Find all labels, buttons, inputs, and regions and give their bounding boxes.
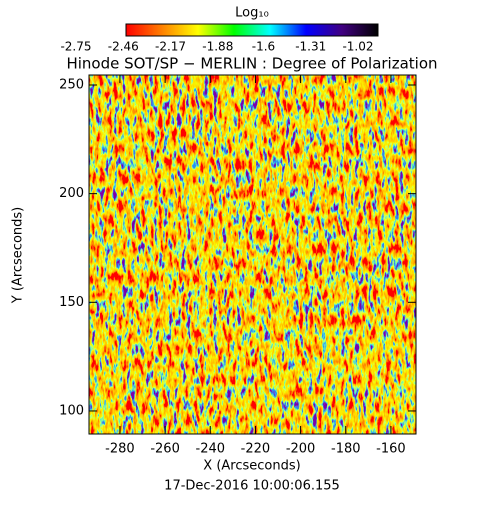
colorbar-tick-label: -2.46 <box>108 40 139 54</box>
colorbar-tick-label: -1.6 <box>252 40 275 54</box>
x-tick-label: -160 <box>376 442 406 457</box>
solar-map <box>89 75 416 434</box>
date-label: 17-Dec-2016 10:00:06.155 <box>164 479 340 494</box>
y-tick-label: 200 <box>59 186 84 201</box>
colorbar-tick-label: -2.17 <box>155 40 186 54</box>
y-tick-label: 250 <box>59 77 84 92</box>
y-tick-label: 100 <box>59 403 84 418</box>
colorbar-tick-label: -2.75 <box>60 40 91 54</box>
y-axis-label: Y (Arcseconds) <box>11 207 26 304</box>
y-tick-label: 150 <box>59 295 84 310</box>
x-tick-label: -180 <box>331 442 361 457</box>
x-axis-label: X (Arcseconds) <box>203 459 300 474</box>
colorbar-tick-label: -1.88 <box>202 40 233 54</box>
x-tick-label: -220 <box>241 442 271 457</box>
colorbar-tick-label: -1.02 <box>342 40 373 54</box>
plot-frame <box>88 74 417 435</box>
x-tick-label: -260 <box>150 442 180 457</box>
x-tick-label: -280 <box>105 442 135 457</box>
x-tick-label: -200 <box>286 442 316 457</box>
colorbar-tick-label: -1.31 <box>295 40 326 54</box>
chart-title: Hinode SOT/SP − MERLIN : Degree of Polar… <box>66 55 437 73</box>
colorbar-label: Log₁₀ <box>235 6 269 21</box>
x-tick-label: -240 <box>196 442 226 457</box>
colorbar <box>125 23 379 37</box>
